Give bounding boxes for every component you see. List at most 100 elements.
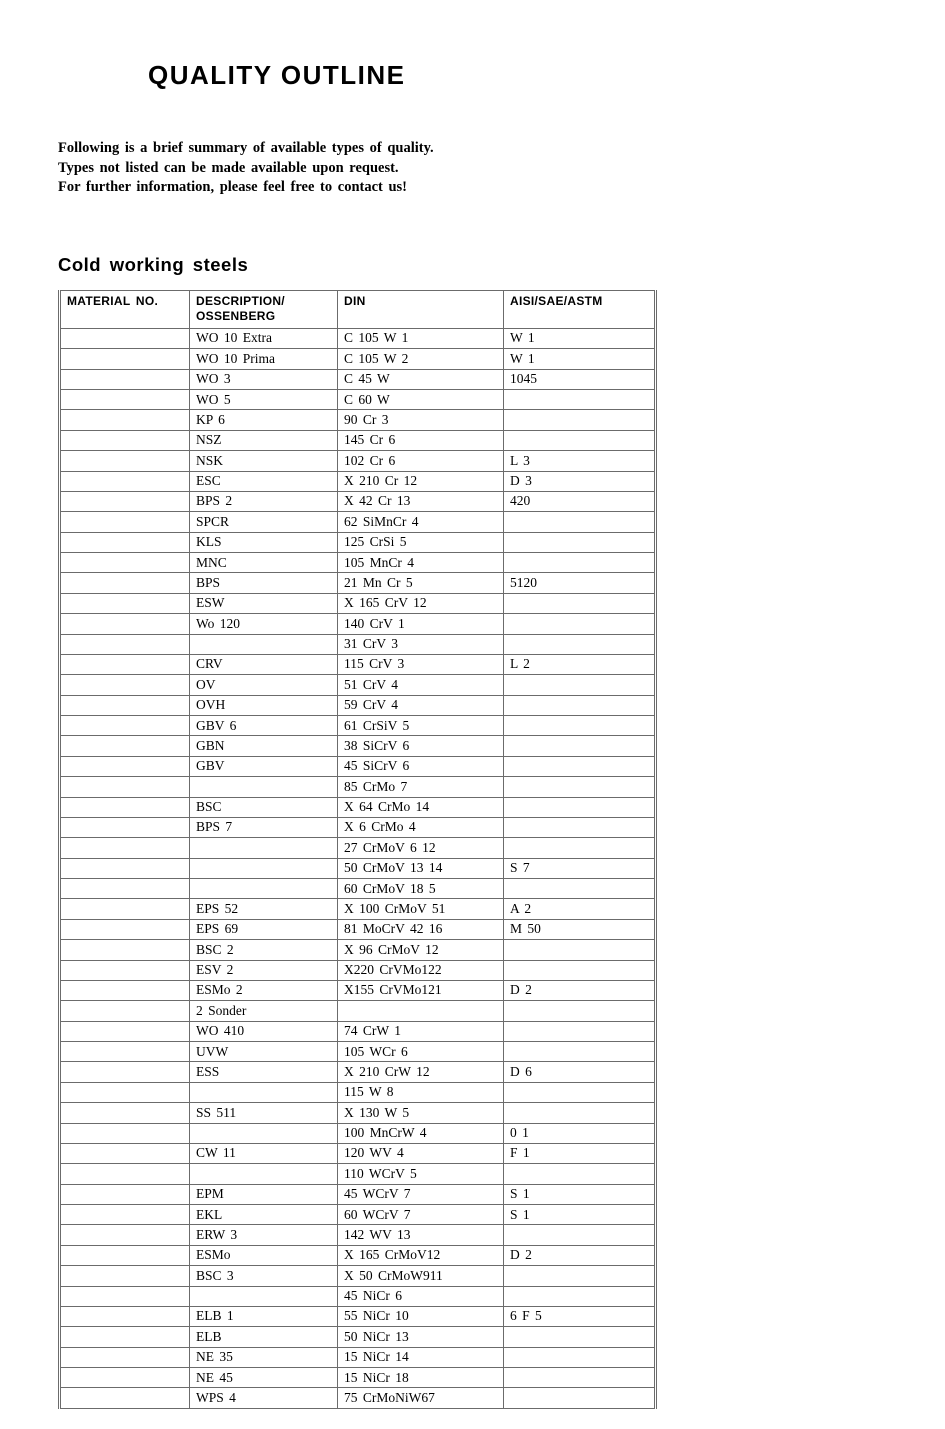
table-cell: D 2 (504, 1245, 656, 1265)
table-cell: 105 WCr 6 (338, 1042, 504, 1062)
table-cell (60, 1021, 190, 1041)
intro-line-1: Following is a brief summary of availabl… (58, 139, 887, 159)
table-cell (60, 1286, 190, 1306)
table-cell (60, 1266, 190, 1286)
table-cell: 102 Cr 6 (338, 451, 504, 471)
table-row: ESWX 165 CrV 12 (60, 593, 656, 613)
table-cell: 21 Mn Cr 5 (338, 573, 504, 593)
table-cell (60, 634, 190, 654)
table-cell (60, 716, 190, 736)
table-cell: ERW 3 (190, 1225, 338, 1245)
table-cell: 51 CrV 4 (338, 675, 504, 695)
table-row: KP 690 Cr 3 (60, 410, 656, 430)
table-cell (60, 1245, 190, 1265)
col-header-label: MATERIAL NO. (67, 294, 158, 308)
table-cell (60, 451, 190, 471)
table-cell (504, 1286, 656, 1306)
table-row: BSCX 64 CrMo 14 (60, 797, 656, 817)
table-head: MATERIAL NO. DESCRIPTION/OSSENBERG DIN A… (60, 290, 656, 328)
table-cell (504, 1266, 656, 1286)
table-cell (504, 960, 656, 980)
table-header-row: MATERIAL NO. DESCRIPTION/OSSENBERG DIN A… (60, 290, 656, 328)
table-cell (504, 614, 656, 634)
table-cell: OV (190, 675, 338, 695)
table-cell (504, 1082, 656, 1102)
table-cell (60, 797, 190, 817)
table-row: NSZ145 Cr 6 (60, 430, 656, 450)
table-cell: A 2 (504, 899, 656, 919)
table-cell (60, 777, 190, 797)
col-header-label: AISI/SAE/ASTM (510, 294, 603, 308)
table-cell: X 64 CrMo 14 (338, 797, 504, 817)
col-header-label: DESCRIPTION/OSSENBERG (196, 294, 285, 324)
table-cell: C 105 W 1 (338, 328, 504, 348)
table-row: BPS21 Mn Cr 55120 (60, 573, 656, 593)
table-cell (504, 1225, 656, 1245)
table-row: ESV 2X220 CrVMo122 (60, 960, 656, 980)
table-row: CW 11120 WV 4F 1 (60, 1143, 656, 1163)
table-cell: 2 Sonder (190, 1001, 338, 1021)
table-row: BPS 2X 42 Cr 13420 (60, 491, 656, 511)
table-cell: 61 CrSiV 5 (338, 716, 504, 736)
table-cell (504, 532, 656, 552)
page-title: QUALITY OUTLINE (58, 60, 887, 91)
table-cell: X220 CrVMo122 (338, 960, 504, 980)
table-row: WO 5C 60 W (60, 390, 656, 410)
table-cell: NSK (190, 451, 338, 471)
table-row: 31 CrV 3 (60, 634, 656, 654)
table-cell: WPS 4 (190, 1388, 338, 1408)
table-cell: ESMo 2 (190, 980, 338, 1000)
table-cell: X 210 Cr 12 (338, 471, 504, 491)
table-cell (60, 1103, 190, 1123)
table-row: WPS 475 CrMoNiW67 (60, 1388, 656, 1408)
table-cell (60, 430, 190, 450)
table-cell (60, 1042, 190, 1062)
table-cell: UVW (190, 1042, 338, 1062)
table-cell: 120 WV 4 (338, 1143, 504, 1163)
table-row: WO 41074 CrW 1 (60, 1021, 656, 1041)
table-cell (60, 1062, 190, 1082)
table-cell: X 50 CrMoW911 (338, 1266, 504, 1286)
table-cell: 50 CrMoV 13 14 (338, 858, 504, 878)
table-row: WO 10 ExtraC 105 W 1W 1 (60, 328, 656, 348)
table-cell: 85 CrMo 7 (338, 777, 504, 797)
table-cell: 140 CrV 1 (338, 614, 504, 634)
table-cell: EPS 52 (190, 899, 338, 919)
table-cell (504, 410, 656, 430)
table-row: MNC105 MnCr 4 (60, 553, 656, 573)
table-cell: X 130 W 5 (338, 1103, 504, 1123)
table-cell: X 42 Cr 13 (338, 491, 504, 511)
table-cell: 27 CrMoV 6 12 (338, 838, 504, 858)
table-cell: ESW (190, 593, 338, 613)
table-cell: 55 NiCr 10 (338, 1306, 504, 1326)
table-row: 60 CrMoV 18 5 (60, 879, 656, 899)
table-cell: 0 1 (504, 1123, 656, 1143)
table-cell (60, 879, 190, 899)
table-cell (60, 940, 190, 960)
table-row: KLS125 CrSi 5 (60, 532, 656, 552)
table-row: OV51 CrV 4 (60, 675, 656, 695)
table-row: 27 CrMoV 6 12 (60, 838, 656, 858)
table-cell (60, 899, 190, 919)
table-cell: C 105 W 2 (338, 349, 504, 369)
table-cell (504, 1001, 656, 1021)
col-header-description: DESCRIPTION/OSSENBERG (190, 290, 338, 328)
table-row: OVH59 CrV 4 (60, 695, 656, 715)
materials-table: MATERIAL NO. DESCRIPTION/OSSENBERG DIN A… (58, 290, 657, 1409)
table-cell: 31 CrV 3 (338, 634, 504, 654)
table-cell: WO 410 (190, 1021, 338, 1041)
table-cell (60, 960, 190, 980)
table-cell (190, 1164, 338, 1184)
table-cell (60, 1184, 190, 1204)
table-row: UVW105 WCr 6 (60, 1042, 656, 1062)
table-cell (504, 1103, 656, 1123)
table-cell: GBV (190, 756, 338, 776)
table-cell (60, 349, 190, 369)
table-cell (504, 675, 656, 695)
table-cell: EPS 69 (190, 919, 338, 939)
table-row: 50 CrMoV 13 14S 7 (60, 858, 656, 878)
table-cell: 60 CrMoV 18 5 (338, 879, 504, 899)
table-cell: F 1 (504, 1143, 656, 1163)
table-cell (60, 491, 190, 511)
table-cell: C 45 W (338, 369, 504, 389)
